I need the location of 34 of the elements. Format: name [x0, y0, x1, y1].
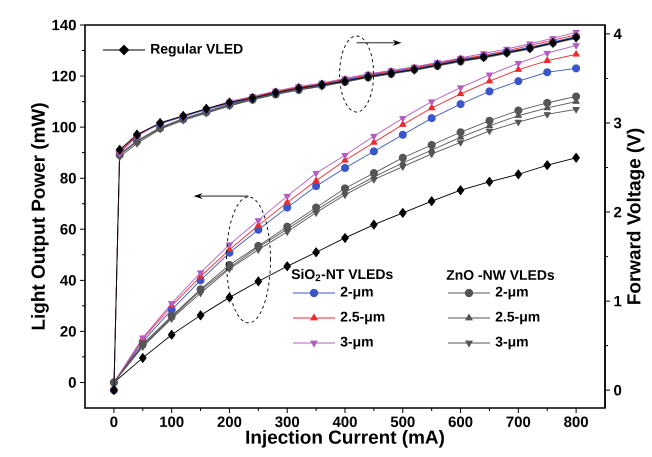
x-tick-label: 0 [110, 416, 118, 428]
y-axis-title: Light Output Power (mW) [30, 103, 49, 330]
x-tick-label: 300 [275, 416, 300, 428]
legend-label: 2.5-μm [340, 312, 384, 324]
y2-tick-label: 2 [614, 206, 622, 218]
x-tick-label: 200 [217, 416, 242, 428]
y-tick-label: 100 [52, 122, 76, 132]
x-tick-label: 700 [506, 416, 530, 428]
legend-label: 2-μm [496, 286, 528, 300]
y-tick-label: 20 [60, 326, 76, 337]
y2-axis-title: Forward Voltage (V) [626, 128, 644, 304]
legend-label: 3-μm [340, 336, 373, 350]
legend-label: Regular VLED [151, 43, 243, 57]
y2-tick-label: 4 [614, 28, 622, 40]
y-tick-label: 60 [60, 224, 76, 235]
legend-label: 2.5-μm [496, 312, 540, 324]
y-tick-label: 120 [52, 70, 76, 82]
y-tick-label: 140 [52, 20, 76, 30]
x-axis-title: Injection Current (mA) [246, 430, 444, 448]
legend-label: 3-μm [496, 336, 528, 350]
annotation: ZnO -NW VLEDs [446, 270, 554, 280]
annotation: SiO$_{2}$-NT VLEDs [292, 268, 393, 282]
y2-tick-label: 0 [614, 384, 622, 396]
x-tick-label: 800 [564, 416, 588, 428]
y2-tick-label: 3 [614, 118, 622, 128]
y-tick-label: 40 [60, 275, 76, 286]
legend-label: 2-μm [340, 286, 373, 300]
y2-tick-label: 1 [614, 296, 622, 306]
x-tick-label: 600 [448, 416, 472, 428]
y-tick-label: 80 [60, 172, 76, 184]
x-tick-label: 400 [332, 416, 357, 428]
y-tick-label: 0 [68, 377, 76, 388]
x-tick-label: 500 [390, 416, 415, 428]
x-tick-label: 100 [160, 416, 184, 428]
